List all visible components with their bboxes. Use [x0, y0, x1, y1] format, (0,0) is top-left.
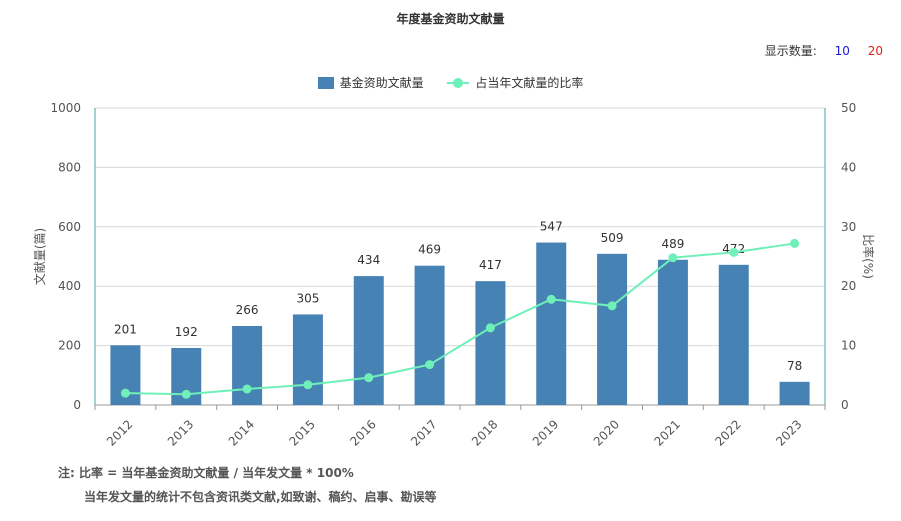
bar-value-label: 78	[787, 359, 802, 373]
bar-value-label: 192	[175, 325, 198, 339]
show-count-10-option[interactable]: 10	[834, 44, 850, 58]
bar-value-label: 417	[479, 258, 502, 272]
x-tick-label: 2023	[773, 417, 804, 448]
bar	[292, 314, 323, 405]
bar	[597, 253, 628, 405]
y2-axis-title: 比率(%)	[861, 234, 876, 279]
y-tick-label: 0	[73, 398, 81, 412]
x-tick-label: 2019	[530, 417, 561, 448]
bar-value-label: 305	[296, 291, 319, 305]
y-tick-label: 1000	[50, 101, 81, 115]
x-tick-label: 2013	[165, 417, 196, 448]
bar-value-label: 434	[357, 253, 380, 267]
ratio-point	[485, 323, 495, 333]
y-axis-title: 文献量(篇)	[32, 228, 47, 285]
ratio-point	[303, 380, 313, 390]
y2-tick-label: 30	[841, 220, 856, 234]
show-count-20-option[interactable]: 20	[867, 44, 883, 58]
ratio-point	[729, 247, 739, 257]
legend-line-label: 占当年文献量的比率	[475, 76, 584, 90]
ratio-point	[181, 389, 191, 399]
ratio-point	[364, 373, 374, 383]
y2-tick-label: 10	[841, 339, 856, 353]
ratio-point	[668, 253, 678, 263]
bar	[414, 265, 445, 405]
bar	[536, 242, 567, 405]
bar-value-label: 489	[661, 237, 684, 251]
bar	[657, 259, 688, 405]
bar-value-label: 201	[114, 322, 137, 336]
y-tick-label: 400	[58, 279, 81, 293]
bar-value-label: 547	[540, 220, 563, 234]
ratio-point	[425, 360, 435, 370]
y-tick-label: 800	[58, 160, 81, 174]
ratio-line	[125, 242, 795, 396]
note-formula: 注: 比率 = 当年基金资助文献量 / 当年发文量 * 100%	[58, 466, 354, 480]
x-tick-label: 2014	[226, 417, 257, 448]
y-tick-label: 600	[58, 220, 81, 234]
x-tick-label: 2022	[712, 417, 743, 448]
x-tick-label: 2021	[652, 417, 683, 448]
legend-bar-swatch-icon	[317, 76, 334, 89]
bar-value-label: 266	[236, 303, 259, 317]
ratio-point	[546, 294, 556, 304]
x-tick-label: 2020	[591, 417, 622, 448]
show-count-control: 显示数量: 10 20	[765, 42, 883, 59]
chart-legend: 基金资助文献量 占当年文献量的比率	[0, 74, 901, 92]
legend-line-swatch-icon	[447, 77, 470, 89]
x-tick-label: 2016	[347, 417, 378, 448]
legend-bar-label: 基金资助文献量	[339, 76, 424, 90]
bar	[475, 281, 506, 405]
legend-item-bar[interactable]: 基金资助文献量	[317, 74, 424, 91]
note-exclusion: 当年发文量的统计不包含资讯类文献,如致谢、稿约、启事、勘误等	[84, 490, 437, 504]
chart-title: 年度基金资助文献量	[396, 12, 505, 26]
bar	[353, 276, 384, 405]
y-tick-label: 200	[58, 339, 81, 353]
ratio-point	[120, 388, 130, 398]
y2-tick-label: 50	[841, 101, 856, 115]
show-count-label: 显示数量:	[764, 44, 817, 58]
x-tick-label: 2017	[408, 417, 439, 448]
y2-tick-label: 40	[841, 160, 856, 174]
y2-tick-label: 0	[841, 398, 849, 412]
x-tick-label: 2018	[469, 417, 500, 448]
ratio-point	[242, 384, 252, 394]
y2-tick-label: 20	[841, 279, 856, 293]
bar	[779, 381, 810, 405]
bar-value-label: 469	[418, 243, 441, 257]
bar	[718, 264, 749, 405]
bar-value-label: 509	[601, 231, 624, 245]
ratio-point	[607, 301, 617, 311]
ratio-point	[790, 238, 800, 248]
legend-item-line[interactable]: 占当年文献量的比率	[447, 74, 583, 91]
x-tick-label: 2015	[287, 417, 318, 448]
x-tick-label: 2012	[104, 417, 135, 448]
